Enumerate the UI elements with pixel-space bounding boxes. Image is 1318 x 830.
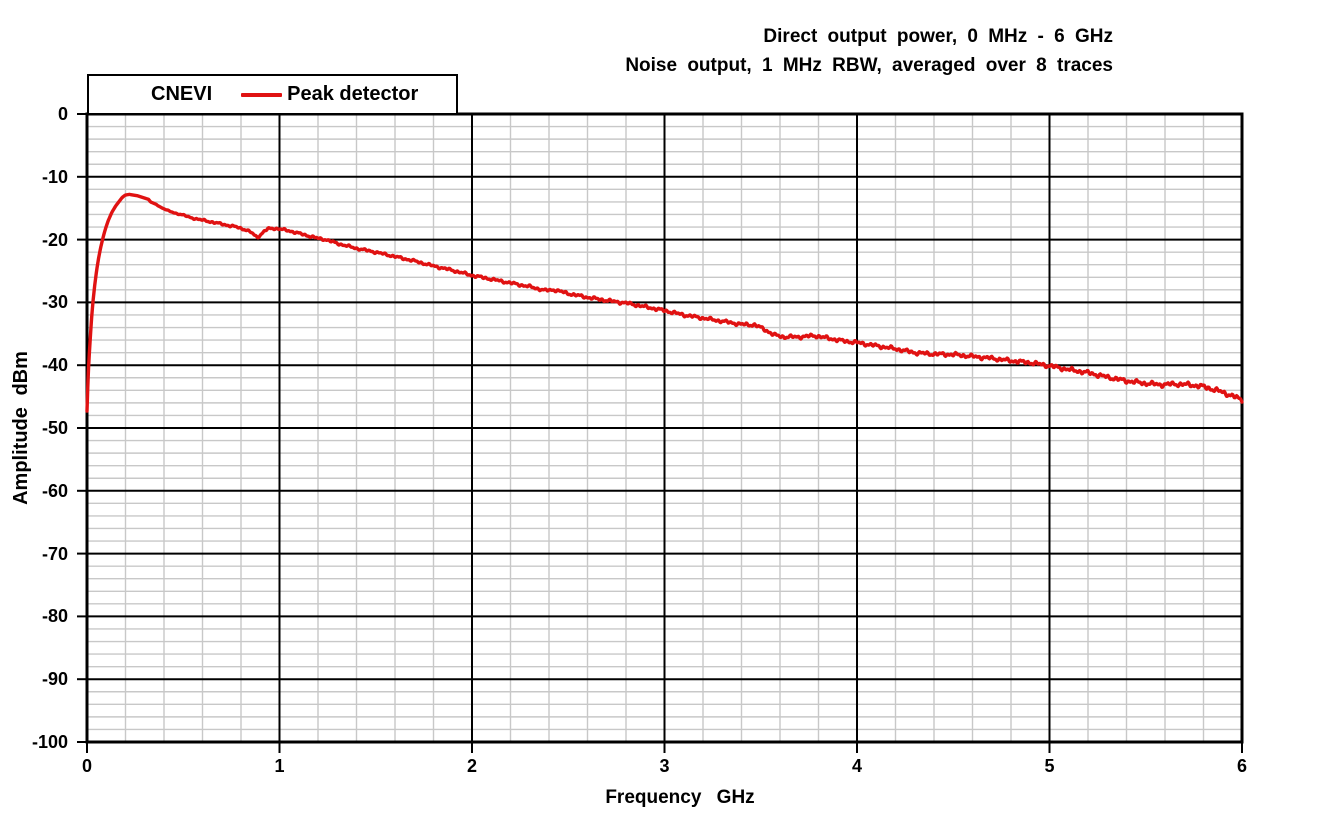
y-tick-label: -80 <box>41 606 68 627</box>
x-tick-label: 3 <box>659 756 670 776</box>
chart-title-line1: Direct output power, 0 MHz - 6 GHz <box>763 26 1113 47</box>
x-tick-label: 5 <box>1044 756 1055 776</box>
x-axis-title: Frequency GHz <box>605 787 755 808</box>
y-tick-label: -40 <box>41 355 68 376</box>
y-tick-label: -50 <box>41 418 68 438</box>
legend-line-swatch-icon <box>241 92 283 97</box>
y-tick-label: -90 <box>41 669 68 690</box>
legend-series-name: Peak detector <box>287 83 419 105</box>
chart-title-line2: Noise output, 1 MHz RBW, averaged over 8… <box>625 55 1113 76</box>
y-tick-label: -60 <box>41 480 68 501</box>
y-tick-label: -10 <box>41 166 68 187</box>
chart-title: Direct output power, 0 MHz - 6 GHz Noise… <box>625 22 1113 80</box>
y-tick-label: -100 <box>31 732 68 752</box>
legend: CNEVI Peak detector <box>87 74 458 115</box>
x-tick-label: 4 <box>851 756 862 776</box>
y-tick-label: -30 <box>41 292 68 313</box>
y-tick-label: -70 <box>41 543 68 564</box>
x-tick-label: 0 <box>81 756 92 776</box>
legend-device-label: CNEVI <box>151 83 213 105</box>
x-tick-label: 2 <box>466 756 477 776</box>
trace-peak-detector <box>85 192 1244 413</box>
y-tick-label: -20 <box>41 229 68 250</box>
y-tick-label: 0 <box>57 104 68 124</box>
x-tick-label: 1 <box>274 756 285 776</box>
x-tick-label: 6 <box>1236 756 1247 776</box>
